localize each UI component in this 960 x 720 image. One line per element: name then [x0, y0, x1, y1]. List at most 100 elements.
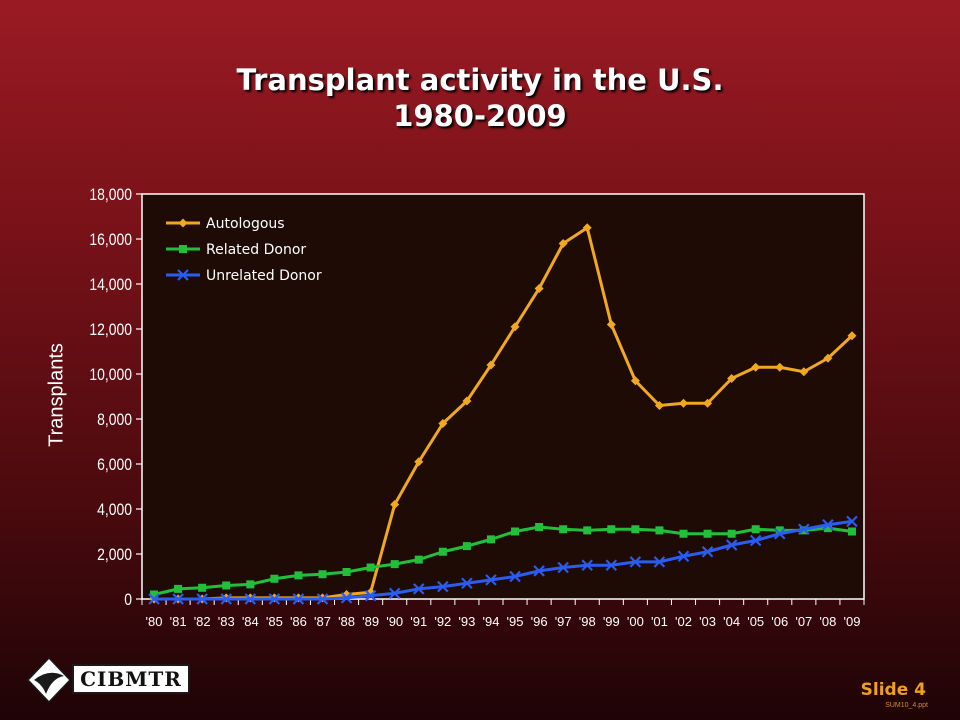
- x-tick-label: '96: [531, 614, 548, 629]
- data-point-related-donor: [342, 568, 351, 576]
- legend-label-unrelated-donor: Unrelated Donor: [206, 268, 322, 284]
- data-point-related-donor: [679, 529, 688, 538]
- data-point-related-donor: [150, 590, 159, 599]
- logo-text: CIBMTR: [72, 664, 190, 694]
- data-point-unrelated-donor: [316, 593, 329, 605]
- x-tick-label: '99: [603, 614, 620, 629]
- data-point-related-donor: [198, 583, 207, 592]
- data-point-unrelated-donor: [581, 559, 594, 572]
- x-tick-label: '82: [194, 614, 211, 629]
- x-tick-label: '97: [555, 614, 572, 629]
- data-point-related-donor: [535, 523, 544, 531]
- y-tick-label: 18,000: [89, 186, 132, 205]
- data-point-related-donor: [583, 526, 592, 535]
- data-point-autologous: [799, 367, 809, 377]
- data-point-unrelated-donor: [244, 593, 257, 605]
- x-tick-label: '03: [699, 614, 716, 629]
- x-tick-label: '88: [338, 614, 355, 629]
- x-tick-label: '91: [410, 614, 427, 629]
- data-point-related-donor: [174, 584, 183, 593]
- y-tick-label: 6,000: [97, 456, 132, 475]
- x-tick-label: '90: [386, 614, 403, 629]
- data-point-unrelated-donor: [701, 545, 714, 558]
- y-tick-label: 16,000: [89, 231, 132, 250]
- data-point-autologous: [630, 376, 640, 386]
- data-point-unrelated-donor: [220, 593, 233, 605]
- x-tick-label: '01: [651, 614, 668, 629]
- data-point-related-donor: [655, 526, 664, 535]
- legend-marker-autologous: [178, 218, 188, 228]
- x-tick-label: '92: [434, 614, 451, 629]
- x-tick-label: '86: [290, 614, 307, 629]
- y-tick-label: 2,000: [97, 546, 132, 565]
- data-point-autologous: [462, 396, 472, 406]
- x-tick-label: '95: [507, 614, 524, 629]
- data-point-unrelated-donor: [605, 559, 618, 572]
- x-tick-label: '06: [771, 614, 788, 629]
- x-tick-label: '02: [675, 614, 692, 629]
- file-name: SUM10_4.ppt: [885, 702, 928, 709]
- data-point-related-donor: [294, 571, 303, 580]
- data-point-related-donor: [631, 525, 640, 534]
- x-tick-label: '85: [266, 614, 283, 629]
- x-tick-label: '93: [458, 614, 475, 629]
- x-tick-label: '80: [146, 614, 163, 629]
- y-tick-label: 10,000: [89, 366, 132, 385]
- data-point-related-donor: [270, 574, 279, 583]
- data-point-unrelated-donor: [822, 518, 834, 531]
- data-point-unrelated-donor: [196, 593, 208, 605]
- data-point-autologous: [679, 398, 688, 408]
- data-point-autologous: [751, 362, 761, 372]
- data-point-autologous: [558, 239, 568, 248]
- legend-label-autologous: Autologous: [206, 216, 285, 232]
- legend-marker-unrelated-donor: [177, 269, 189, 281]
- data-point-related-donor: [847, 527, 856, 536]
- data-point-unrelated-donor: [292, 593, 305, 605]
- data-point-unrelated-donor: [629, 556, 642, 568]
- data-point-unrelated-donor: [485, 574, 497, 586]
- data-point-related-donor: [486, 535, 495, 544]
- data-point-related-donor: [703, 529, 712, 538]
- data-point-autologous: [606, 320, 616, 329]
- data-point-unrelated-donor: [773, 527, 786, 540]
- data-point-unrelated-donor: [148, 593, 160, 605]
- data-point-unrelated-donor: [749, 534, 762, 547]
- series-line-related-donor: [153, 525, 853, 596]
- y-tick-label: 14,000: [89, 276, 132, 295]
- x-tick-label: '87: [314, 614, 331, 629]
- x-tick-label: '07: [795, 614, 812, 629]
- data-point-autologous: [727, 374, 737, 383]
- data-point-related-donor: [559, 525, 568, 534]
- data-point-unrelated-donor: [677, 550, 690, 563]
- data-point-related-donor: [727, 529, 736, 538]
- x-tick-label: '81: [170, 614, 187, 629]
- series-line-unrelated-donor: [154, 519, 853, 601]
- data-point-autologous: [390, 500, 400, 509]
- data-point-unrelated-donor: [798, 523, 810, 536]
- x-tick-label: '94: [482, 614, 499, 629]
- data-point-unrelated-donor: [725, 539, 738, 551]
- data-point-related-donor: [751, 525, 760, 534]
- y-tick-label: 0: [124, 591, 132, 610]
- data-point-related-donor: [462, 542, 471, 551]
- data-point-related-donor: [823, 524, 832, 533]
- data-point-autologous: [534, 284, 544, 293]
- data-point-unrelated-donor: [653, 556, 666, 568]
- y-axis-label: Transplants: [45, 343, 68, 447]
- data-point-autologous: [582, 223, 592, 233]
- data-point-autologous: [654, 401, 664, 410]
- data-point-related-donor: [222, 581, 231, 590]
- data-point-autologous: [486, 360, 496, 370]
- y-tick-label: 8,000: [97, 411, 132, 430]
- data-point-unrelated-donor: [509, 570, 521, 583]
- x-tick-label: '04: [723, 614, 740, 629]
- x-tick-label: '00: [627, 614, 644, 629]
- data-point-unrelated-donor: [268, 593, 281, 605]
- data-point-related-donor: [318, 570, 327, 579]
- legend-marker-related-donor: [179, 245, 187, 253]
- data-point-autologous: [414, 457, 424, 467]
- data-point-related-donor: [607, 525, 616, 534]
- legend-label-related-donor: Related Donor: [206, 242, 306, 258]
- x-tick-label: '08: [819, 614, 836, 629]
